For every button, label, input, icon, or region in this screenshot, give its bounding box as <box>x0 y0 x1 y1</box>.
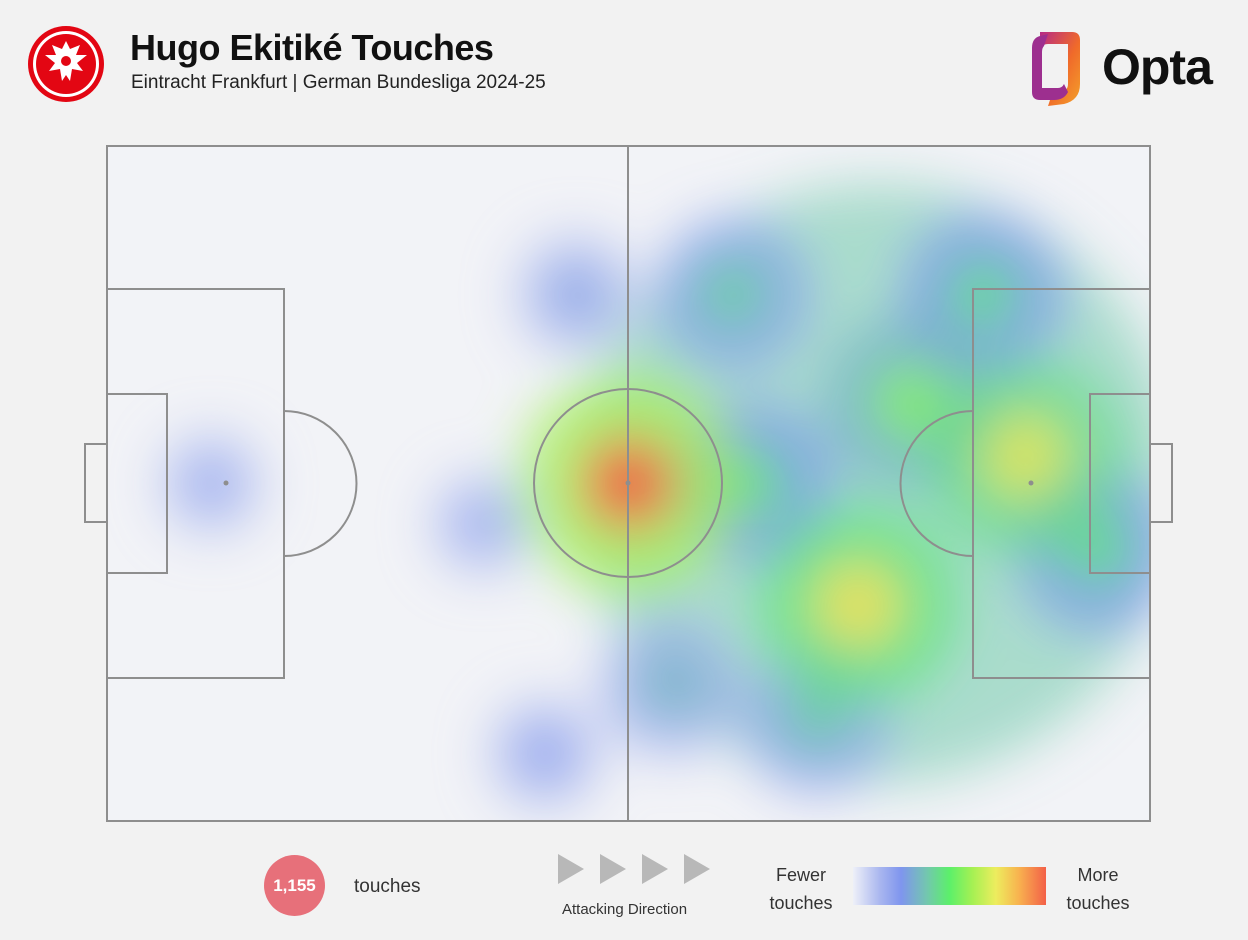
touch-count-label: touches <box>354 876 421 897</box>
scale-high-line2: touches <box>1066 893 1130 913</box>
page-subtitle: Eintracht Frankfurt | German Bundesliga … <box>131 72 546 93</box>
attacking-direction-label: Attacking Direction <box>562 901 688 918</box>
pitch-markings <box>84 145 1173 822</box>
centre-circle <box>533 388 723 578</box>
left-goal <box>84 443 108 523</box>
heat-hotspot <box>550 268 603 321</box>
left-penalty-spot <box>223 480 229 486</box>
scale-low-label: Fewer touches <box>766 861 836 917</box>
heat-hotspot <box>700 262 765 327</box>
page-title: Hugo Ekitiké Touches <box>130 27 494 68</box>
left-penalty-arc <box>283 410 358 557</box>
heat-hotspot <box>189 461 234 506</box>
scale-high-line1: More <box>1077 865 1119 885</box>
direction-arrow-icon <box>600 854 626 884</box>
attacking-direction-arrows <box>558 854 710 884</box>
scale-high-label: More touches <box>1062 861 1134 917</box>
color-scale-bar <box>853 867 1046 905</box>
heat-hotspot <box>949 261 1017 328</box>
touch-count-badge: 1,155 <box>264 855 325 916</box>
brand-wordmark: Opta <box>1102 39 1213 95</box>
heat-hotspot <box>816 563 900 647</box>
right-penalty-spot <box>1028 480 1034 486</box>
direction-arrow-icon <box>558 854 584 884</box>
opta-logo-icon <box>1032 32 1080 106</box>
heat-hotspot <box>520 729 570 778</box>
direction-arrow-icon <box>642 854 668 884</box>
heat-hotspot <box>983 415 1066 498</box>
heat-hotspot <box>785 688 848 751</box>
eagle-crest-icon <box>28 26 104 102</box>
direction-arrow-icon <box>684 854 710 884</box>
scale-low-line2: touches <box>769 893 833 913</box>
heat-hotspot <box>641 656 700 716</box>
heat-hotspot <box>460 502 505 546</box>
footer-legend: 1,155 touches Attacking Direction Fewer … <box>0 840 1248 940</box>
right-goal <box>1149 443 1173 523</box>
scale-low-line1: Fewer <box>775 865 826 885</box>
heat-hotspot <box>873 366 947 439</box>
right-penalty-arc <box>899 410 974 557</box>
header: Hugo Ekitiké Touches Eintracht Frankfurt… <box>0 0 1248 120</box>
centre-spot <box>625 480 631 486</box>
